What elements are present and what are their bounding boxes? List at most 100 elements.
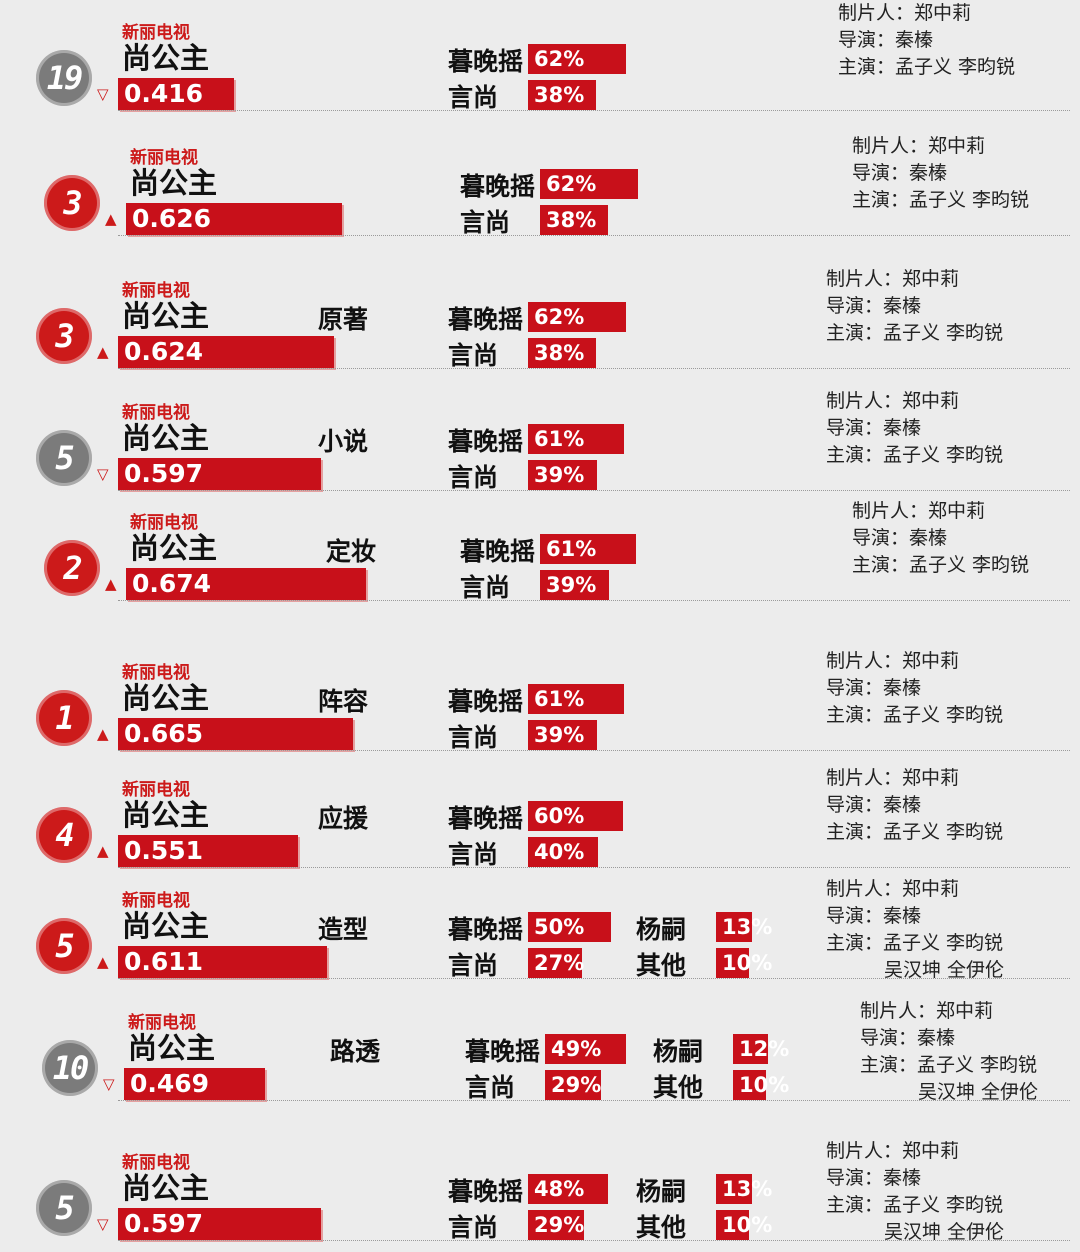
share-bar: 29% bbox=[545, 1070, 601, 1100]
score-bar: 0.611 bbox=[118, 946, 327, 978]
share-name: 言尚 bbox=[448, 723, 499, 752]
category-label: 原著 bbox=[318, 305, 369, 334]
channel-label: 新丽电视 bbox=[128, 1013, 196, 1033]
table-row: 2 ▲ 新丽电视 尚公主 0.674 定妆 暮晚摇 61% 言尚 39% 制片人：郑中莉 导演：秦榛主… bbox=[0, 490, 1080, 610]
trend-down-icon: ▽ bbox=[97, 85, 109, 103]
credit-line: 导演：秦榛 bbox=[826, 295, 922, 317]
category-label: 造型 bbox=[318, 915, 369, 944]
credits-block: 制片人：郑中莉 导演：秦榛主演：孟子义 李昀锐 bbox=[826, 765, 1003, 846]
share-bar: 62% bbox=[540, 169, 638, 199]
share-name: 其他 bbox=[636, 951, 687, 980]
trend-up-icon: ▲ bbox=[97, 343, 109, 361]
category-label: 定妆 bbox=[326, 537, 377, 566]
trend-down-icon: ▽ bbox=[103, 1075, 115, 1093]
share-name: 言尚 bbox=[448, 840, 499, 869]
share-bar: 10% bbox=[716, 1210, 772, 1240]
share-bar: 39% bbox=[528, 460, 597, 490]
share-bar: 12% bbox=[733, 1034, 789, 1064]
share-name: 暮晚摇 bbox=[448, 687, 524, 716]
score-bar: 0.624 bbox=[118, 336, 334, 368]
credit-line: 制片人：郑中莉 bbox=[838, 2, 972, 24]
credit-line: 制片人：郑中莉 bbox=[852, 135, 986, 157]
share-name: 杨嗣 bbox=[636, 1177, 687, 1206]
share-bar: 61% bbox=[540, 534, 636, 564]
trend-up-icon: ▲ bbox=[97, 725, 109, 743]
credit-line: 制片人：郑中莉 bbox=[852, 500, 986, 522]
credit-line: 导演：秦榛 bbox=[826, 794, 922, 816]
share-name: 言尚 bbox=[460, 208, 511, 237]
channel-label: 新丽电视 bbox=[122, 1153, 190, 1173]
score-bar: 0.597 bbox=[118, 458, 321, 490]
share-bar: 29% bbox=[528, 1210, 584, 1240]
share-bar: 62% bbox=[528, 302, 626, 332]
credits-block: 制片人：郑中莉 导演：秦榛 主演：孟子义 李昀锐 bbox=[826, 388, 1003, 469]
row-divider bbox=[118, 1100, 1070, 1101]
score-bar: 0.469 bbox=[124, 1068, 265, 1100]
share-bar: 61% bbox=[528, 424, 624, 454]
share-name: 暮晚摇 bbox=[448, 305, 524, 334]
share-name: 其他 bbox=[653, 1073, 704, 1102]
row-divider bbox=[118, 110, 1070, 111]
share-name: 暮晚摇 bbox=[460, 537, 536, 566]
share-name: 言尚 bbox=[448, 341, 499, 370]
credit-line: 吴汉坤 全伊伦 bbox=[884, 1221, 1005, 1243]
share-name: 暮晚摇 bbox=[448, 1177, 524, 1206]
credit-line: 制片人：郑中莉 bbox=[826, 767, 960, 789]
credits-block: 制片人：郑中莉 导演：秦榛 主演：孟子义 李昀锐 bbox=[826, 266, 1003, 347]
row-divider bbox=[118, 867, 1070, 868]
table-row: 5 ▽ 新丽电视 尚公主 0.597 小说 暮晚摇 61% 言尚 39% 制片人：郑中莉 导演：秦榛主… bbox=[0, 380, 1080, 500]
share-name: 暮晚摇 bbox=[448, 915, 524, 944]
trend-up-icon: ▲ bbox=[105, 210, 117, 228]
credit-line: 主演：孟子义 李昀锐 bbox=[852, 554, 1030, 576]
credit-line: 主演：孟子义 李昀锐 bbox=[826, 821, 1004, 843]
share-name: 暮晚摇 bbox=[448, 47, 524, 76]
channel-label: 新丽电视 bbox=[130, 513, 198, 533]
score-bar: 0.626 bbox=[126, 203, 342, 235]
channel-label: 新丽电视 bbox=[122, 23, 190, 43]
rank-badge: 4 bbox=[36, 807, 92, 863]
category-label: 路透 bbox=[330, 1037, 381, 1066]
credit-line: 主演：孟子义 李昀锐 bbox=[852, 189, 1030, 211]
share-name: 其他 bbox=[636, 1213, 687, 1242]
trend-up-icon: ▲ bbox=[97, 953, 109, 971]
share-name: 暮晚摇 bbox=[448, 804, 524, 833]
credit-line: 主演：孟子义 李昀锐 bbox=[826, 444, 1004, 466]
credit-line: 制片人：郑中莉 bbox=[826, 1140, 960, 1162]
show-title: 尚公主 bbox=[122, 421, 210, 455]
share-bar: 60% bbox=[528, 801, 623, 831]
credit-line: 吴汉坤 全伊伦 bbox=[884, 959, 1005, 981]
share-name: 言尚 bbox=[448, 463, 499, 492]
share-name: 暮晚摇 bbox=[460, 172, 536, 201]
credit-line: 主演：孟子义 李昀锐 bbox=[838, 56, 1016, 78]
share-name: 言尚 bbox=[465, 1073, 516, 1102]
score-bar: 0.551 bbox=[118, 835, 298, 867]
rank-badge: 5 bbox=[36, 918, 92, 974]
share-bar: 39% bbox=[528, 720, 597, 750]
share-name: 暮晚摇 bbox=[465, 1037, 541, 1066]
share-bar: 50% bbox=[528, 912, 611, 942]
trend-up-icon: ▲ bbox=[105, 575, 117, 593]
table-row: 3 ▲ 新丽电视 尚公主 0.626 暮晚摇 62% 言尚 38% 制片人：郑中莉 导演：秦榛 主演：… bbox=[0, 125, 1080, 245]
share-bar: 10% bbox=[716, 948, 772, 978]
trend-down-icon: ▽ bbox=[97, 465, 109, 483]
share-name: 暮晚摇 bbox=[448, 427, 524, 456]
row-divider bbox=[118, 750, 1070, 751]
rank-badge: 10 bbox=[42, 1040, 98, 1096]
rank-badge: 5 bbox=[36, 1180, 92, 1236]
row-divider bbox=[118, 600, 1070, 601]
rank-badge: 5 bbox=[36, 430, 92, 486]
channel-label: 新丽电视 bbox=[122, 891, 190, 911]
row-divider bbox=[118, 1240, 1070, 1241]
credit-line: 制片人：郑中莉 bbox=[860, 1000, 994, 1022]
credits-block: 制片人：郑中莉 导演：秦榛 主演：孟子义 李昀锐 bbox=[852, 498, 1029, 579]
rank-badge: 1 bbox=[36, 690, 92, 746]
show-title: 尚公主 bbox=[130, 531, 218, 565]
share-name: 杨嗣 bbox=[653, 1037, 704, 1066]
table-row: 1 ▲ 新丽电视 尚公主 0.665 阵容 暮晚摇 61% 言尚 39% 制片人：郑中莉 导演：秦榛主… bbox=[0, 640, 1080, 760]
credit-line: 制片人：郑中莉 bbox=[826, 650, 960, 672]
trend-up-icon: ▲ bbox=[97, 842, 109, 860]
row-divider bbox=[118, 368, 1070, 369]
credits-block: 制片人：郑中莉 导演：秦榛 主演：孟子义 李昀锐 bbox=[838, 0, 1015, 81]
share-name: 杨嗣 bbox=[636, 915, 687, 944]
row-divider bbox=[118, 978, 1070, 979]
